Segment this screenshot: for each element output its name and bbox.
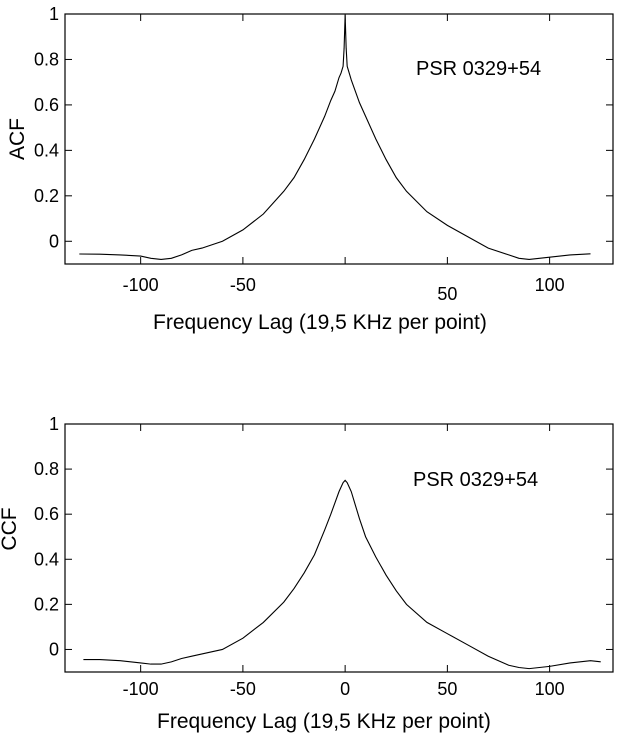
acf-y-tick-label: 0.2 (34, 186, 59, 206)
ccf-x-tick-label: -50 (230, 679, 256, 699)
acf-plot-frame (64, 13, 614, 265)
ccf-x-tick-label: 100 (535, 679, 565, 699)
acf-y-label: ACF (6, 118, 29, 160)
ccf-annotation: PSR 0329+54 (413, 469, 538, 491)
acf-x-tick-label: 100 (535, 275, 565, 295)
ccf-y-label: CCF (0, 507, 21, 550)
ccf-y-tick-label: 1 (49, 414, 59, 434)
acf-x-label: Frequency Lag (19,5 KHz per point) (153, 311, 487, 334)
acf-series-line (79, 15, 591, 261)
ccf-y-tick-label: 0.6 (34, 504, 59, 524)
acf-y-tick-label: 1 (49, 4, 59, 24)
ccf-y-axis: 0 0.2 0.4 0.6 0.8 1 (34, 414, 613, 659)
ccf-series-line (83, 479, 601, 670)
ccf-x-tick-label: 0 (340, 679, 350, 699)
acf-x-axis: -100 -50 50 100 (123, 14, 565, 304)
acf-y-axis: 0 0.2 0.4 0.6 0.8 1 (34, 4, 613, 251)
acf-y-tick-label: 0.4 (34, 140, 59, 160)
acf-y-tick-label: 0 (49, 231, 59, 251)
acf-annotation: PSR 0329+54 (416, 58, 541, 80)
ccf-x-label: Frequency Lag (19,5 KHz per point) (157, 710, 491, 733)
acf-x-tick-label: -50 (230, 275, 256, 295)
ccf-plot-frame (64, 423, 614, 673)
acf-y-tick-label: 0.8 (34, 49, 59, 69)
acf-x-tick-label: 50 (437, 284, 457, 304)
acf-y-tick-label: 0.6 (34, 95, 59, 115)
ccf-panel: 0 0.2 0.4 0.6 0.8 1 -100 -50 0 50 100 PSR 0329+54… (0, 414, 614, 733)
ccf-y-tick-label: 0.8 (34, 459, 59, 479)
ccf-x-axis: -100 -50 0 50 100 (123, 424, 565, 699)
ccf-x-tick-label: 50 (437, 679, 457, 699)
ccf-y-tick-label: 0.2 (34, 594, 59, 614)
acf-x-tick-label: -100 (123, 275, 159, 295)
acf-panel: 00.20.40.60.81 -100 -50 50 100 PSR 0329+54 … (6, 4, 614, 334)
ccf-y-tick-label: 0.4 (34, 549, 59, 569)
ccf-x-tick-label: -100 (123, 679, 159, 699)
ccf-y-tick-label: 0 (49, 639, 59, 659)
